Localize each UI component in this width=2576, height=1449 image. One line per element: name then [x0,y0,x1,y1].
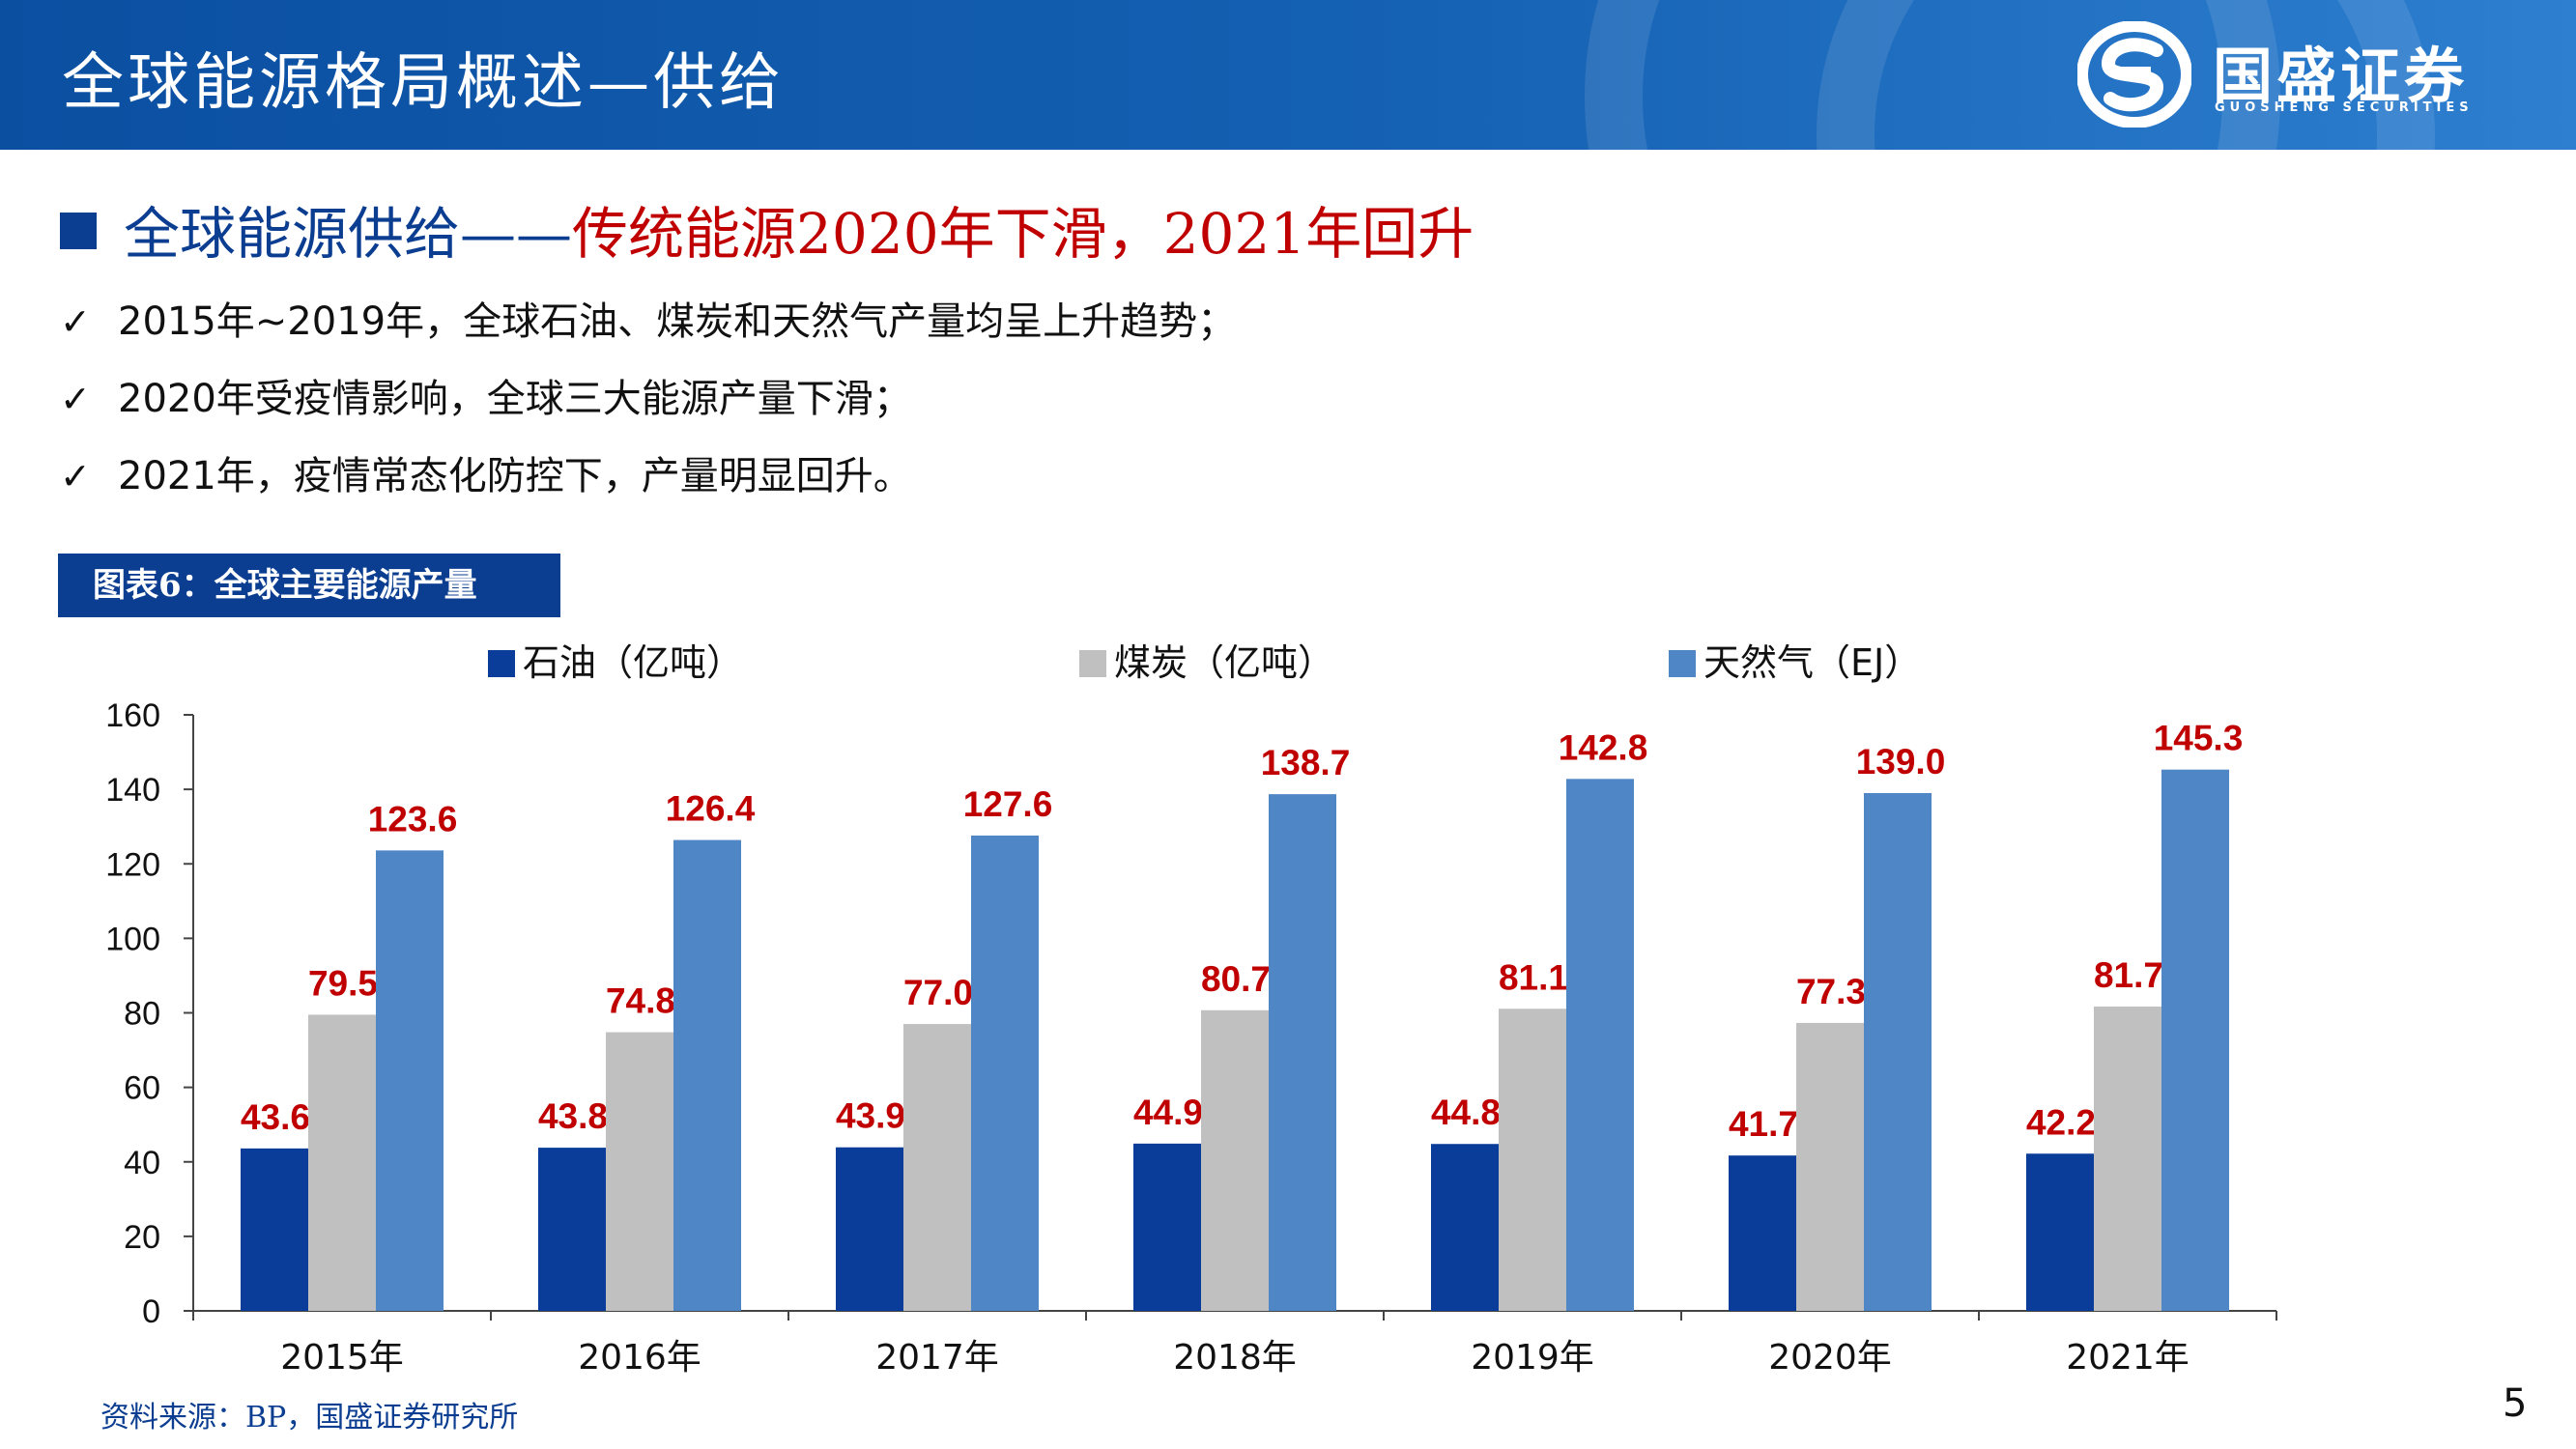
data-label: 142.8 [1559,727,1648,767]
y-tick-label: 60 [124,1070,160,1107]
bar [1796,1022,1864,1311]
bar [1566,779,1634,1311]
figure-label: 图表6：全球主要能源产量 [58,554,560,617]
bar [1729,1155,1796,1311]
y-tick-label: 120 [105,846,160,883]
y-tick-label: 160 [105,697,160,734]
x-tick-label: 2021年 [2066,1338,2190,1378]
bar [538,1148,606,1311]
header-decoration [1817,0,2435,150]
data-label: 44.8 [1431,1093,1501,1132]
bar [2161,769,2229,1311]
x-tick-label: 2015年 [280,1338,404,1378]
y-tick-label: 80 [124,996,160,1033]
data-label: 145.3 [2154,719,2244,758]
data-label: 79.5 [308,963,378,1003]
bar [971,835,1039,1311]
bar [2026,1153,2094,1311]
y-tick-label: 20 [124,1219,160,1256]
bullet-list: ✓ 2015年~2019年，全球石油、煤炭和天然气产量均呈上升趋势； ✓ 2020年… [60,290,1236,522]
data-label: 139.0 [1856,742,1946,781]
bar [606,1032,673,1311]
source-note: 资料来源：BP，国盛证券研究所 [100,1401,519,1435]
bullet-text: 2020年受疫情影响，全球三大能源产量下滑； [118,377,912,421]
data-label: 77.3 [1796,972,1866,1011]
data-label: 123.6 [368,799,458,838]
section-title-highlight: 传统能源2020年下滑，2021年回升 [572,201,1474,267]
data-label: 81.1 [1499,957,1568,997]
energy-production-chart: 0 20 40 60 80 100 120 140 160 2015年 43.6 79.5 123.6 2… [105,641,2277,1378]
bar [308,1014,376,1311]
bar [1201,1009,1269,1311]
data-label: 44.9 [1133,1093,1203,1132]
legend-swatch [1079,650,1106,677]
y-tick-label: 100 [105,921,160,957]
bar [376,850,444,1311]
data-label: 77.0 [903,973,973,1012]
legend-swatch [1669,650,1696,677]
bullet-text: 2021年，疫情常态化防控下，产量明显回升。 [118,454,912,498]
company-logo: 国盛证券 GUOSHENG SECURITIES [2077,21,2551,128]
legend-label: 石油（亿吨） [523,641,743,684]
data-label: 80.7 [1201,959,1271,999]
data-label: 41.7 [1729,1104,1798,1144]
bar [2094,1006,2161,1311]
bar [1864,792,1932,1311]
x-tick-label: 2018年 [1173,1338,1297,1378]
bullet-item: ✓ 2021年，疫情常态化防控下，产量明显回升。 [60,444,1236,522]
bullet-text: 2015年~2019年，全球石油、煤炭和天然气产量均呈上升趋势； [118,299,1237,344]
bullet-item: ✓ 2015年~2019年，全球石油、煤炭和天然气产量均呈上升趋势； [60,290,1236,367]
legend-label: 煤炭（亿吨） [1114,641,1334,684]
checkmark-icon: ✓ [60,378,91,420]
data-label: 127.6 [963,784,1053,824]
bar [1431,1144,1499,1311]
y-tick-label: 140 [105,772,160,809]
logo-subtext: GUOSHENG SECURITIES [2215,100,2474,115]
bar [1499,1009,1566,1311]
data-label: 126.4 [666,789,756,829]
data-label: 138.7 [1261,743,1351,782]
x-tick-label: 2020年 [1768,1338,1892,1378]
checkmark-icon: ✓ [60,455,91,497]
bar [241,1148,308,1311]
bar [836,1147,903,1311]
data-label: 43.8 [538,1096,608,1136]
bar [903,1024,971,1311]
logo-icon [2077,21,2191,128]
legend-label: 天然气（EJ） [1703,641,1921,684]
data-label: 43.6 [241,1097,310,1137]
x-tick-label: 2016年 [578,1338,701,1378]
page-number: 5 [2503,1381,2528,1426]
bullet-item: ✓ 2020年受疫情影响，全球三大能源产量下滑； [60,367,1236,444]
header-banner: 全球能源格局概述—供给 国盛证券 GUOSHENG SECURITIES [0,0,2576,150]
section-title-part1: 全球能源供给—— [124,201,573,267]
data-label: 81.7 [2094,955,2163,995]
y-tick-label: 0 [142,1293,160,1330]
logo-text: 国盛证券 [2213,41,2469,111]
data-label: 74.8 [606,981,675,1021]
checkmark-icon: ✓ [60,300,91,343]
section-title: 全球能源供给——传统能源2020年下滑，2021年回升 [60,188,1474,270]
x-tick-label: 2017年 [875,1338,999,1378]
square-bullet-icon [60,213,97,249]
bar [673,839,741,1311]
page-title: 全球能源格局概述—供给 [62,47,785,119]
data-label: 43.9 [836,1096,905,1136]
y-tick-label: 40 [124,1145,160,1181]
bar [1133,1143,1201,1311]
data-label: 42.2 [2026,1102,2096,1142]
x-tick-label: 2019年 [1471,1338,1594,1378]
bar [1269,794,1336,1311]
legend-swatch [488,650,515,677]
